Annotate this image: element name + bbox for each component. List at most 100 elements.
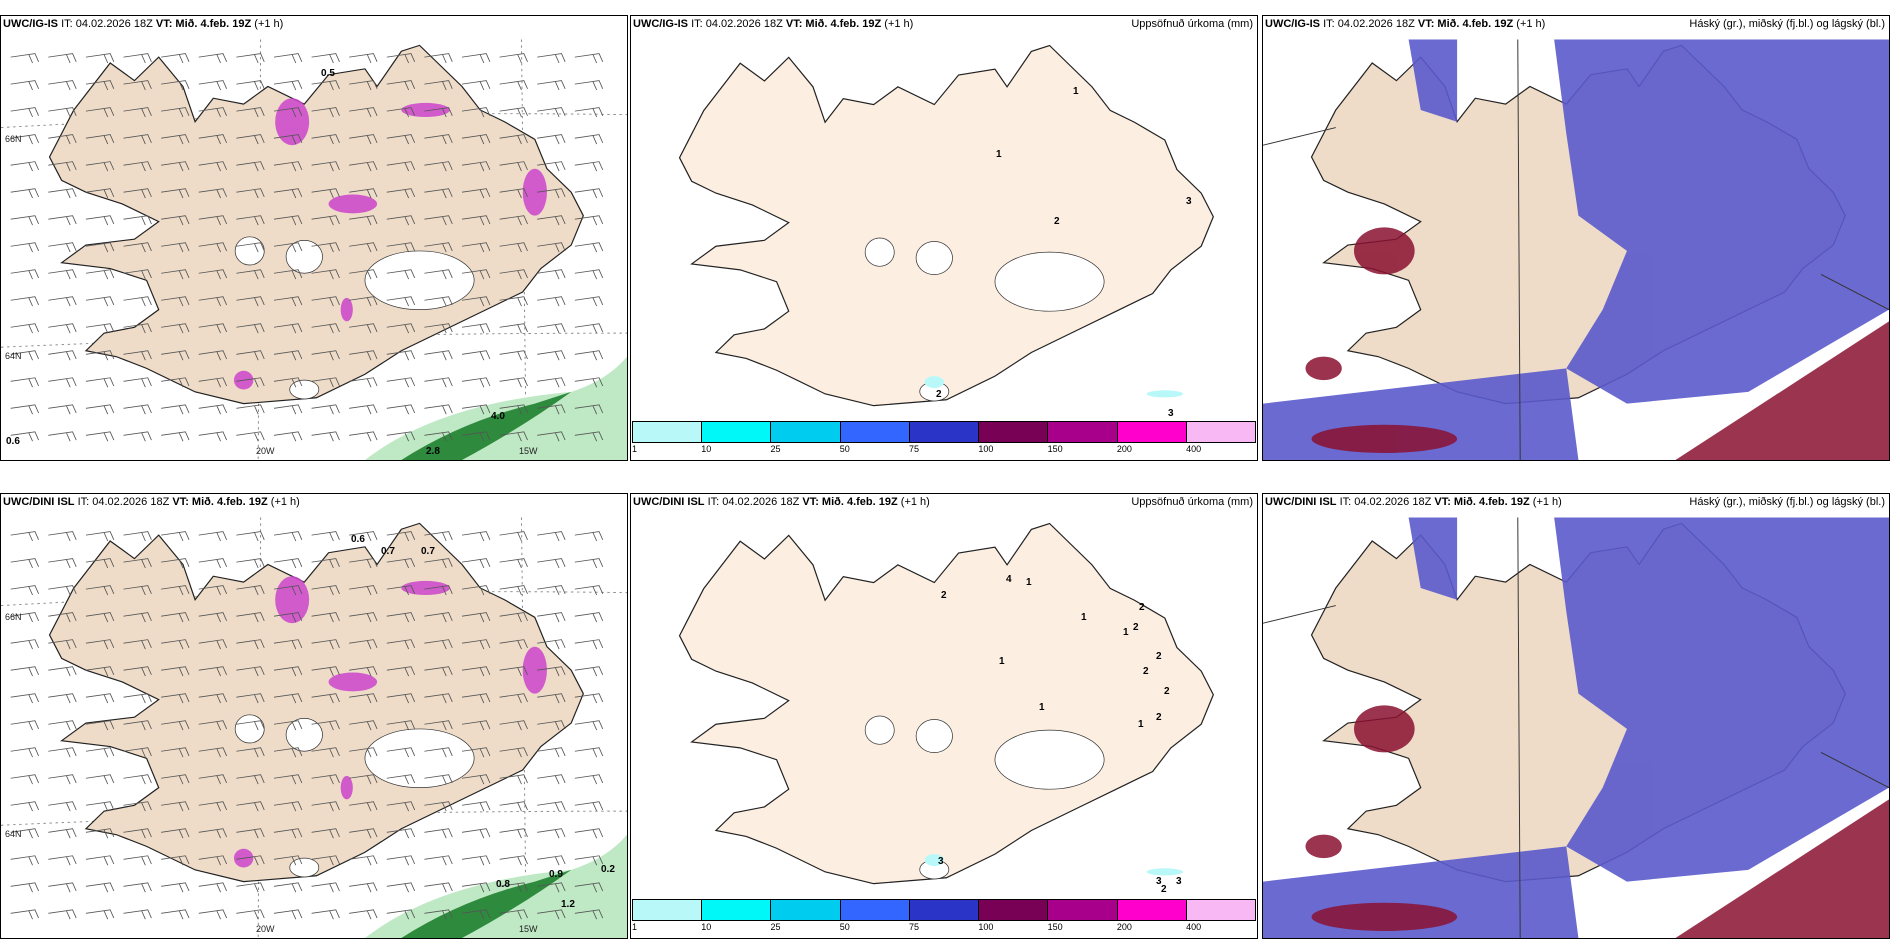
colorbar-tick: 100	[978, 444, 994, 454]
graticule-label: 15W	[519, 446, 538, 456]
precip-value-label: 1	[1138, 719, 1144, 730]
lead-time: (+1 h)	[1532, 496, 1562, 508]
init-time: IT: 04.02.2026 18Z	[77, 496, 170, 508]
lead-time: (+1 h)	[270, 496, 300, 508]
colorbar-swatch	[1117, 900, 1187, 920]
contour-label: 0.8	[496, 879, 510, 890]
colorbar-swatch	[1186, 422, 1255, 442]
colorbar-tick: 50	[839, 922, 850, 932]
precip-value-label: 2	[1143, 666, 1149, 677]
contour-label: 0.9	[549, 869, 563, 880]
contour-label: 4.0	[491, 411, 505, 422]
colorbar-swatch	[909, 422, 980, 442]
precip-value-label: 2	[1161, 884, 1167, 895]
colorbar-tick: 75	[909, 444, 920, 454]
init-time: IT: 04.02.2026 18Z	[691, 18, 783, 30]
map	[1, 39, 627, 460]
precip-value-label: 2	[1133, 622, 1139, 633]
graticule-label: 64N	[5, 351, 22, 361]
colorbar-swatch	[1117, 422, 1187, 442]
precip-value-label: 3	[1156, 876, 1162, 887]
valid-time: Mið. 4.feb. 19Z	[175, 18, 252, 30]
iceland-land	[48, 44, 584, 405]
colorbar-tick: 10	[701, 444, 712, 454]
colorbar-swatch	[979, 422, 1049, 442]
precip-colorbar: 1 10 25 50 75 100 150 200 400	[632, 899, 1256, 937]
precip-value-label: 3	[1168, 408, 1174, 419]
cloud-cover-map-panel: UWC/IG-IS IT: 04.02.2026 18Z VT: Mið. 4.…	[1262, 15, 1890, 461]
graticule-label: 66N	[5, 612, 22, 622]
precip-value-label: 3	[1186, 196, 1192, 207]
colorbar-swatch	[840, 900, 910, 920]
iceland-land	[48, 522, 584, 883]
wind-precip-map-panel: UWC/IG-IS IT: 04.02.2026 18Z VT: Mið. 4.…	[0, 15, 628, 461]
colorbar-tick: 400	[1186, 922, 1202, 932]
iceland-land	[678, 522, 1214, 885]
precip-value-label: 2	[1164, 686, 1170, 697]
model-name: UWC/IG-IS	[633, 18, 688, 30]
contour-label: 0.2	[601, 864, 615, 875]
colorbar-tick: 100	[978, 922, 994, 932]
precip-value-label: 1	[999, 656, 1005, 667]
colorbar-swatch	[702, 900, 772, 920]
panel-title: UWC/DINI ISL IT: 04.02.2026 18Z VT: Mið.…	[3, 496, 300, 508]
colorbar-tick: 150	[1047, 922, 1063, 932]
cloud-cover-map-panel: UWC/DINI ISL IT: 04.02.2026 18Z VT: Mið.…	[1262, 493, 1890, 939]
precip-value-label: 2	[936, 389, 942, 400]
panel-title: UWC/IG-IS IT: 04.02.2026 18Z VT: Mið. 4.…	[3, 18, 283, 30]
colorbar-tick: 10	[701, 922, 712, 932]
wind-barbs	[10, 531, 604, 920]
colorbar-tick: 25	[770, 444, 781, 454]
precip-value-label: 2	[1156, 712, 1162, 723]
model-name: UWC/IG-IS	[1265, 18, 1320, 30]
colorbar-tick: 75	[909, 922, 920, 932]
map	[678, 522, 1214, 885]
valid-time: Mið. 4.feb. 19Z	[821, 496, 898, 508]
graticule-label: 20W	[256, 446, 275, 456]
colorbar-tick: 200	[1116, 444, 1132, 454]
field-title: Háský (gr.), miðský (fj.bl.) og lágský (…	[1689, 18, 1885, 30]
contour-label: 2.8	[426, 446, 440, 457]
colorbar-swatch	[771, 900, 841, 920]
precip-value-label: 2	[1156, 651, 1162, 662]
panel-title: UWC/DINI ISL IT: 04.02.2026 18Z VT: Mið.…	[633, 496, 930, 508]
colorbar-tick: 50	[839, 444, 850, 454]
model-name: UWC/DINI ISL	[633, 496, 705, 508]
graticule-label: 66N	[5, 134, 22, 144]
init-time: IT: 04.02.2026 18Z	[707, 496, 800, 508]
lead-time: (+1 h)	[900, 496, 930, 508]
colorbar-tick: 200	[1116, 922, 1132, 932]
colorbar-swatch	[979, 900, 1049, 920]
precip-colorbar: 1 10 25 50 75 100 150 200 400	[632, 421, 1256, 459]
colorbar-tick: 1	[632, 444, 638, 454]
precip-value-label: 3	[1176, 876, 1182, 887]
colorbar-swatch	[1048, 422, 1118, 442]
contour-label: 0.6	[351, 534, 365, 545]
map	[1263, 39, 1889, 460]
accumulated-precip-map-panel: UWC/IG-IS IT: 04.02.2026 18Z VT: Mið. 4.…	[630, 15, 1258, 461]
valid-label: VT:	[1434, 496, 1451, 508]
precip-value-label: 1	[1026, 577, 1032, 588]
precip-value-label: 2	[1139, 602, 1145, 613]
field-title: Uppsöfnuð úrkoma (mm)	[1131, 496, 1253, 508]
colorbar-tick: 150	[1047, 444, 1063, 454]
colorbar-swatch	[633, 422, 703, 442]
accumulated-precip-map-panel: UWC/DINI ISL IT: 04.02.2026 18Z VT: Mið.…	[630, 493, 1258, 939]
panel-title: UWC/IG-IS IT: 04.02.2026 18Z VT: Mið. 4.…	[1265, 18, 1545, 30]
contour-label: 0.7	[381, 546, 395, 557]
model-name: UWC/DINI ISL	[3, 496, 75, 508]
colorbar-swatch	[909, 900, 980, 920]
map	[1263, 517, 1889, 938]
colorbar-swatch	[1048, 900, 1118, 920]
map	[1, 517, 627, 938]
precip-value-label: 1	[1039, 702, 1045, 713]
colorbar-swatch	[840, 422, 910, 442]
init-time: IT: 04.02.2026 18Z	[1339, 496, 1432, 508]
graticule-label: 20W	[256, 924, 275, 934]
wind-precip-map-panel: UWC/DINI ISL IT: 04.02.2026 18Z VT: Mið.…	[0, 493, 628, 939]
init-time: IT: 04.02.2026 18Z	[61, 18, 153, 30]
colorbar-tick: 1	[632, 922, 638, 932]
precip-value-label: 1	[1073, 86, 1079, 97]
colorbar-swatch	[771, 422, 841, 442]
